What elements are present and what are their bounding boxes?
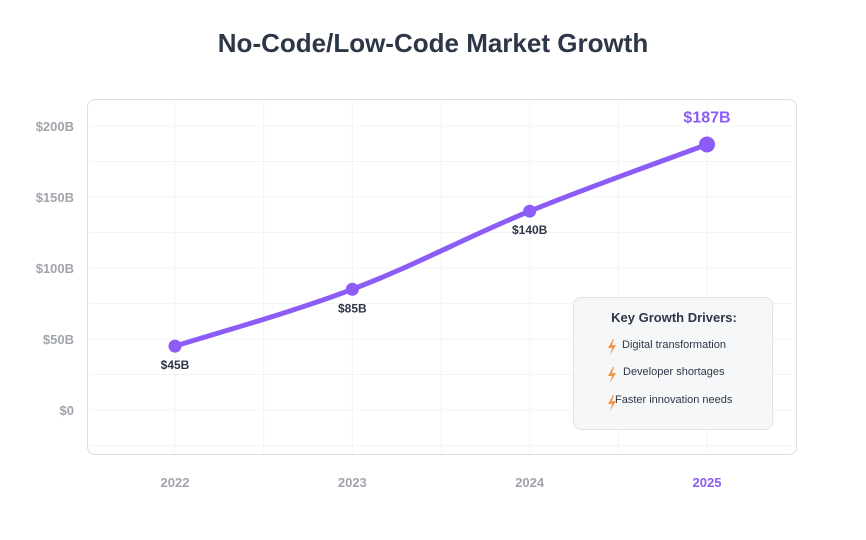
- data-point: [168, 339, 182, 353]
- series-line: [172, 141, 710, 349]
- growth-drivers-title: Key Growth Drivers:: [611, 310, 737, 325]
- y-tick-label: $200B: [36, 119, 74, 134]
- y-axis-ticks: $0 $50B $100B $150B $200B: [36, 119, 74, 418]
- data-label: $140B: [512, 223, 548, 237]
- data-points: [168, 136, 715, 353]
- driver-item: Developer shortages: [623, 366, 725, 378]
- data-labels: $45B $85B $140B $187B: [161, 109, 731, 372]
- growth-drivers-box: Key Growth Drivers: Digital transformati…: [573, 297, 773, 430]
- x-axis-ticks: 2022 2023 2024 2025: [161, 475, 722, 490]
- x-tick-label: 2022: [161, 475, 190, 490]
- data-label: $187B: [683, 109, 730, 126]
- driver-item: Faster innovation needs: [615, 394, 733, 406]
- x-tick-label: 2024: [515, 475, 545, 490]
- data-point: [345, 282, 359, 296]
- y-tick-label: $0: [60, 403, 74, 418]
- y-tick-label: $50B: [43, 332, 74, 347]
- data-point: [699, 136, 715, 153]
- data-label: $45B: [161, 358, 190, 372]
- y-tick-label: $150B: [36, 190, 74, 205]
- x-tick-label: 2025: [693, 475, 722, 490]
- driver-item: Digital transformation: [622, 339, 726, 351]
- x-tick-label: 2023: [338, 475, 367, 490]
- data-label: $85B: [338, 301, 367, 315]
- lightning-icon: [608, 339, 616, 355]
- data-point: [523, 204, 537, 218]
- lightning-icon: [608, 367, 616, 383]
- chart-title: No-Code/Low-Code Market Growth: [217, 28, 649, 58]
- lightning-icon: [608, 395, 616, 411]
- y-tick-label: $100B: [36, 261, 74, 276]
